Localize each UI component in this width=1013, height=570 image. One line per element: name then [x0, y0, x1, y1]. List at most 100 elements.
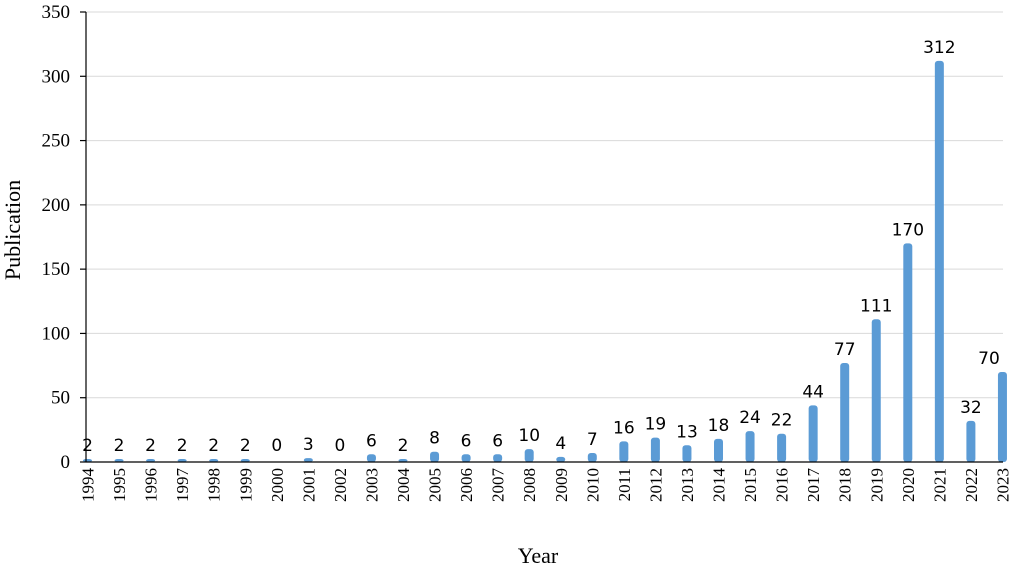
x-tick-label: 1997 [173, 468, 192, 503]
x-tick-label: 2015 [741, 468, 760, 502]
x-tick-label: 2012 [646, 468, 665, 502]
x-tick-label: 2016 [773, 468, 792, 502]
bar-2015 [745, 431, 755, 462]
x-tick-label: 2014 [710, 468, 729, 503]
data-label-1999: 2 [240, 436, 251, 456]
x-tick-label: 2000 [268, 468, 287, 502]
data-label-2003: 6 [366, 431, 377, 451]
data-label-2012: 19 [645, 415, 667, 435]
x-tick-label: 2019 [867, 468, 886, 502]
bar-2019 [871, 319, 881, 462]
x-tick-label: 2002 [331, 468, 350, 502]
y-axis-ticks: 0 50 100 150 200 250 300 350 [42, 2, 86, 473]
x-tick-label: 2018 [836, 468, 855, 502]
x-tick-label: 2005 [426, 468, 445, 502]
y-tick-label: 350 [42, 2, 71, 23]
bar-2007 [493, 454, 503, 462]
data-label-2010: 7 [587, 430, 598, 450]
bar-2016 [777, 433, 787, 462]
bar-2018 [840, 363, 850, 462]
data-label-2005: 8 [429, 429, 440, 449]
bar-2020 [903, 243, 913, 462]
x-tick-label: 1996 [142, 468, 161, 502]
x-tick-label: 2013 [678, 468, 697, 502]
x-tick-label: 1995 [110, 468, 129, 502]
data-label-1995: 2 [114, 436, 125, 456]
x-tick-label: 2004 [394, 468, 413, 503]
x-tick-label: 1994 [79, 468, 98, 503]
x-tick-label: 2001 [299, 468, 318, 502]
x-tick-label: 2003 [362, 468, 381, 502]
data-label-2020: 170 [892, 220, 924, 240]
bar-2023 [997, 372, 1007, 462]
data-label-2018: 77 [834, 340, 856, 360]
data-label-2013: 13 [676, 422, 698, 442]
y-tick-label: 300 [42, 66, 71, 87]
bar-2009 [556, 456, 566, 462]
y-tick-label: 200 [42, 195, 71, 216]
bar-2011 [619, 441, 629, 462]
y-tick-label: 250 [42, 131, 71, 152]
x-axis-ticks: 1994 1995 1996 1997 1998 1999 2000 2001 2002 2003… [79, 468, 1013, 503]
bar-2017 [808, 405, 818, 462]
x-tick-label: 2021 [930, 468, 949, 502]
x-tick-label: 2022 [962, 468, 981, 502]
x-tick-label: 2006 [457, 468, 476, 502]
data-label-2019: 111 [860, 296, 892, 316]
bar-2010 [587, 453, 597, 462]
bars [83, 60, 1007, 462]
data-label-2023: 70 [978, 349, 1000, 369]
data-labels: 2 2 2 2 2 2 0 3 0 6 2 8 6 6 10 4 716 19 13 18 24 224477111170… [82, 38, 1000, 456]
x-tick-label: 2008 [520, 468, 539, 502]
bar-2022 [966, 420, 976, 462]
data-label-2004: 2 [398, 436, 409, 456]
bar-2001 [303, 458, 313, 462]
data-label-1997: 2 [177, 436, 188, 456]
data-label-2002: 0 [334, 436, 345, 456]
y-axis-title: Publication [0, 180, 25, 280]
bar-2004 [398, 459, 408, 462]
x-tick-label: 2007 [489, 468, 508, 503]
data-label-2021: 312 [923, 38, 955, 58]
bar-1997 [177, 459, 187, 462]
data-label-2015: 24 [739, 408, 761, 428]
data-label-1998: 2 [208, 436, 219, 456]
x-tick-label: 2020 [899, 468, 918, 502]
y-tick-label: 0 [61, 452, 71, 473]
data-label-2007: 6 [492, 431, 503, 451]
bar-2008 [524, 449, 534, 462]
data-label-2006: 6 [461, 431, 472, 451]
data-label-2009: 4 [555, 434, 566, 454]
bar-1994 [83, 459, 92, 462]
data-label-2008: 10 [518, 426, 540, 446]
x-tick-label: 2009 [552, 468, 571, 502]
x-tick-label: 2017 [804, 468, 823, 503]
data-label-2022: 32 [960, 398, 982, 418]
bar-2006 [461, 454, 471, 462]
y-tick-label: 100 [42, 323, 71, 344]
x-tick-label: 1998 [205, 468, 224, 502]
x-tick-label: 2023 [993, 468, 1012, 502]
bar-1998 [209, 459, 219, 462]
bar-2013 [682, 445, 692, 462]
data-label-2017: 44 [802, 382, 824, 402]
bar-1996 [146, 459, 156, 462]
x-tick-label: 1999 [236, 468, 255, 502]
bar-2003 [366, 454, 376, 462]
data-label-2000: 0 [271, 436, 282, 456]
bar-2012 [650, 437, 660, 462]
bar-2014 [714, 438, 723, 462]
x-axis-title: Year [518, 543, 559, 568]
bar-2021 [934, 60, 944, 462]
gridlines [86, 11, 1003, 399]
data-label-2016: 22 [771, 411, 793, 431]
y-tick-label: 150 [42, 259, 71, 280]
data-label-2001: 3 [303, 435, 314, 455]
x-tick-label: 2011 [615, 468, 634, 501]
bar-1999 [240, 459, 250, 462]
y-tick-label: 50 [51, 388, 70, 409]
x-tick-label: 2010 [583, 468, 602, 502]
bar-1995 [114, 459, 124, 462]
data-label-1996: 2 [145, 436, 156, 456]
